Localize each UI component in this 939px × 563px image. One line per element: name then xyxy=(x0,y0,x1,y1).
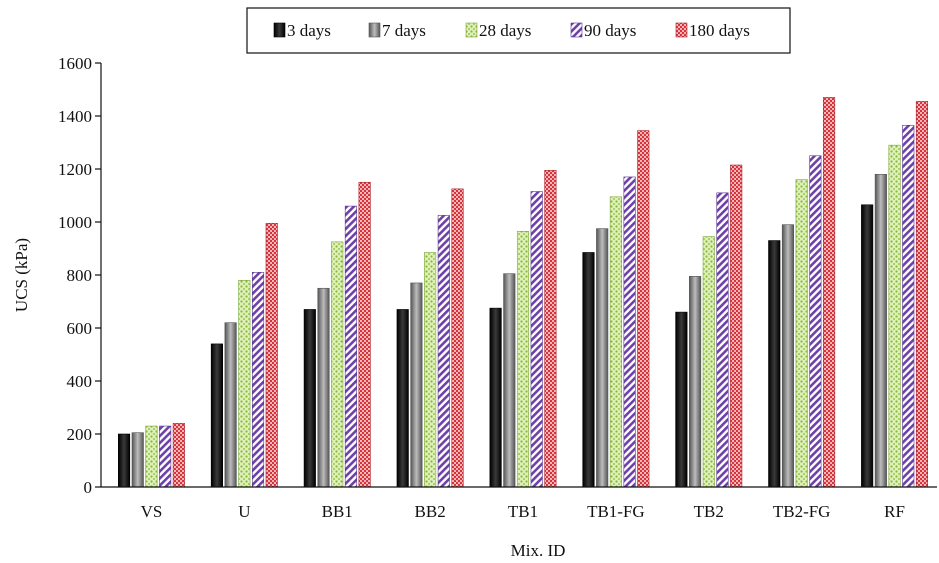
legend-swatch xyxy=(675,22,688,38)
legend-label: 28 days xyxy=(479,21,531,40)
bar-tb1-fg-7-days xyxy=(596,228,609,488)
y-tick-label: 1000 xyxy=(58,213,92,232)
bar-tb1-fg-180-days xyxy=(637,130,650,488)
bar-rf-180-days xyxy=(915,101,929,488)
legend-swatch xyxy=(273,22,286,38)
bar-tb2-fg-7-days xyxy=(781,224,795,488)
bar-bb1-28-days xyxy=(331,241,344,488)
bar-vs-7-days xyxy=(131,432,144,488)
bar-rf-7-days xyxy=(874,174,887,488)
bar-tb1-fg-90-days xyxy=(623,176,636,488)
x-tick-label: TB2-FG xyxy=(773,502,831,521)
bar-tb2-fg-28-days xyxy=(795,179,808,488)
bar-tb1-7-days xyxy=(503,273,516,488)
legend-label: 7 days xyxy=(382,21,426,40)
legend-label: 90 days xyxy=(584,21,636,40)
bar-bb2-3-days xyxy=(396,309,409,488)
bar-bb2-180-days xyxy=(451,188,464,488)
x-tick-label: BB2 xyxy=(415,502,446,521)
legend-swatch xyxy=(570,22,583,38)
x-tick-label: TB1-FG xyxy=(587,502,645,521)
bar-rf-90-days xyxy=(902,124,915,488)
bar-bb1-90-days xyxy=(344,205,357,488)
bar-tb2-90-days xyxy=(716,192,729,488)
y-tick-label: 1400 xyxy=(58,107,92,126)
bar-rf-28-days xyxy=(888,144,901,488)
x-tick-label: BB1 xyxy=(322,502,353,521)
bar-group xyxy=(117,97,929,488)
y-tick-label: 0 xyxy=(84,478,93,497)
bar-u-180-days xyxy=(265,223,278,488)
y-axis-ticks: 0 200 400 600 800 1000 1200 1400 1600 xyxy=(58,54,101,497)
y-tick-label: 1600 xyxy=(58,54,92,73)
x-tick-label: U xyxy=(238,502,250,521)
bar-tb1-fg-28-days xyxy=(609,196,622,488)
x-tick-label: VS xyxy=(141,502,163,521)
bar-tb2-3-days xyxy=(675,311,688,488)
y-tick-label: 600 xyxy=(67,319,93,338)
bar-tb2-fg-3-days xyxy=(768,240,781,488)
x-axis-title: Mix. ID xyxy=(511,541,566,560)
bar-rf-3-days xyxy=(861,204,874,488)
bar-tb1-fg-3-days xyxy=(582,252,595,488)
bar-vs-28-days xyxy=(145,425,158,488)
bar-u-7-days xyxy=(224,322,237,488)
legend-swatch xyxy=(368,22,381,38)
y-axis-title: UCS (kPa) xyxy=(12,238,31,312)
legend: 3 days 7 days 28 days 90 days 180 days xyxy=(246,7,791,54)
bar-tb2-fg-90-days xyxy=(809,155,822,488)
legend-label: 180 days xyxy=(689,21,750,40)
bar-bb2-28-days xyxy=(424,252,437,488)
bar-bb2-90-days xyxy=(437,215,450,488)
x-tick-label: TB2 xyxy=(694,502,724,521)
bar-bb1-7-days xyxy=(317,287,330,488)
bar-u-90-days xyxy=(251,272,265,488)
x-tick-label: TB1 xyxy=(508,502,538,521)
y-tick-label: 400 xyxy=(67,372,93,391)
legend-swatch xyxy=(465,22,478,38)
bar-bb1-3-days xyxy=(303,309,316,488)
bar-vs-180-days xyxy=(172,423,185,488)
legend-label: 3 days xyxy=(287,21,331,40)
y-tick-label: 200 xyxy=(67,425,93,444)
bar-tb1-90-days xyxy=(530,191,543,488)
bar-tb1-28-days xyxy=(516,230,530,488)
bar-vs-3-days xyxy=(117,433,131,488)
bar-bb1-180-days xyxy=(358,181,371,488)
bar-tb2-7-days xyxy=(689,276,702,488)
bar-tb2-fg-180-days xyxy=(823,97,836,488)
bar-u-3-days xyxy=(210,343,223,488)
bar-vs-90-days xyxy=(159,425,172,488)
bar-tb2-180-days xyxy=(730,164,743,488)
x-tick-label: RF xyxy=(884,502,905,521)
y-tick-label: 1200 xyxy=(58,160,92,179)
bar-tb2-28-days xyxy=(702,236,715,488)
bar-tb1-3-days xyxy=(489,307,502,488)
bar-bb2-7-days xyxy=(410,282,423,488)
legend-frame xyxy=(246,7,791,54)
y-tick-label: 800 xyxy=(67,266,93,285)
bar-u-28-days xyxy=(238,279,251,488)
bar-tb1-180-days xyxy=(544,170,557,488)
x-axis-ticks: VS U BB1 BB2 TB1 TB1-FG TB2 TB2-FG RF xyxy=(141,502,905,521)
